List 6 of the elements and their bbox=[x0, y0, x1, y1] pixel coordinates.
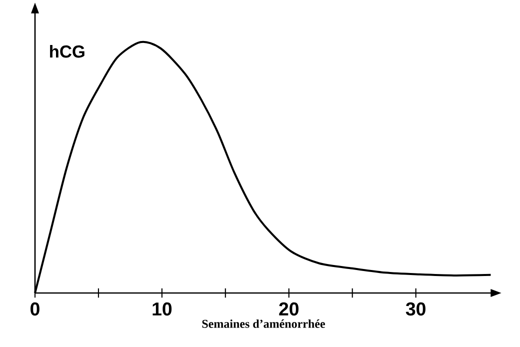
y-axis-title: hCG bbox=[50, 44, 84, 58]
x-tick-label: 30 bbox=[406, 302, 426, 316]
x-axis-title: Semaines d’aménorrhée bbox=[202, 319, 326, 328]
x-tick-label: 0 bbox=[30, 302, 40, 316]
x-tick-label: 20 bbox=[279, 302, 299, 316]
x-tick-label: 10 bbox=[152, 302, 172, 316]
